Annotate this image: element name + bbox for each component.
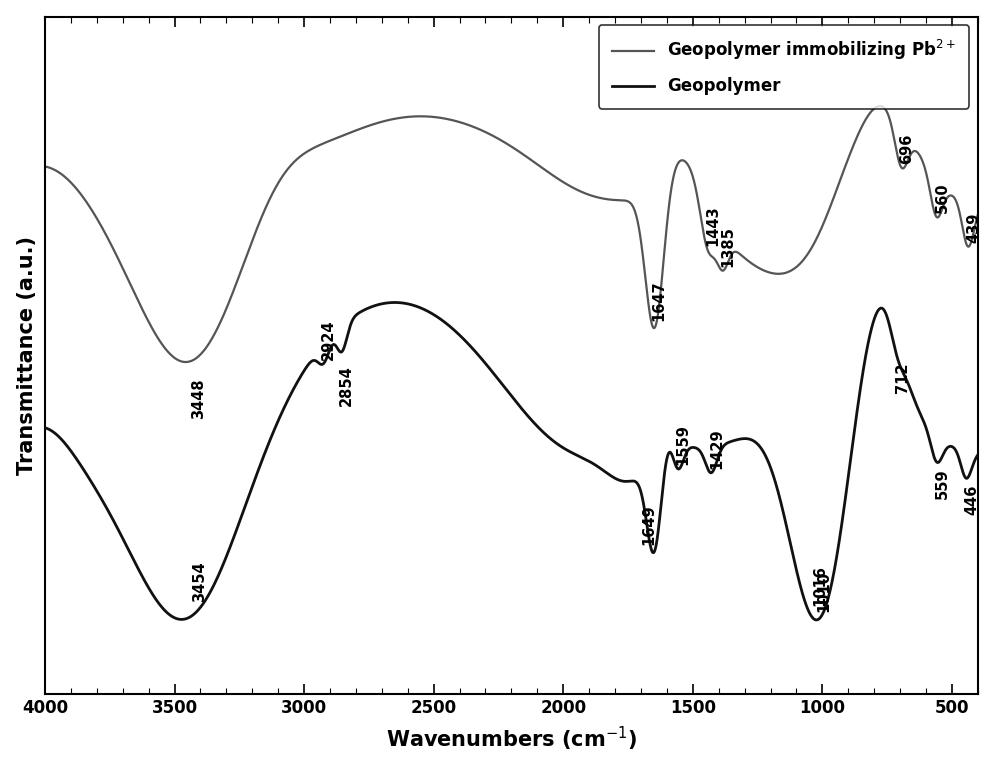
Text: 446: 446 bbox=[965, 485, 980, 515]
Text: 1385: 1385 bbox=[721, 226, 736, 267]
Text: 1443: 1443 bbox=[705, 206, 720, 246]
Text: 2924: 2924 bbox=[321, 320, 336, 360]
Text: 3448: 3448 bbox=[191, 378, 206, 419]
X-axis label: Wavenumbers (cm$^{-1}$): Wavenumbers (cm$^{-1}$) bbox=[386, 725, 637, 753]
Text: 560: 560 bbox=[935, 182, 950, 213]
Text: 1559: 1559 bbox=[675, 424, 690, 465]
Text: 559: 559 bbox=[935, 468, 950, 499]
Text: 1010: 1010 bbox=[817, 571, 832, 611]
Text: 3454: 3454 bbox=[192, 561, 207, 602]
Text: 439: 439 bbox=[966, 213, 981, 243]
Text: 1649: 1649 bbox=[641, 504, 656, 545]
Y-axis label: Transmittance (a.u.): Transmittance (a.u.) bbox=[17, 236, 37, 475]
Text: 1016: 1016 bbox=[813, 565, 828, 606]
Text: 696: 696 bbox=[899, 133, 914, 164]
Text: 2854: 2854 bbox=[339, 365, 354, 406]
Text: 712: 712 bbox=[895, 363, 910, 393]
Legend: Geopolymer immobilizing Pb$^{2+}$, Geopolymer: Geopolymer immobilizing Pb$^{2+}$, Geopo… bbox=[599, 25, 969, 109]
Text: 1429: 1429 bbox=[709, 429, 724, 470]
Text: 1647: 1647 bbox=[652, 280, 667, 321]
